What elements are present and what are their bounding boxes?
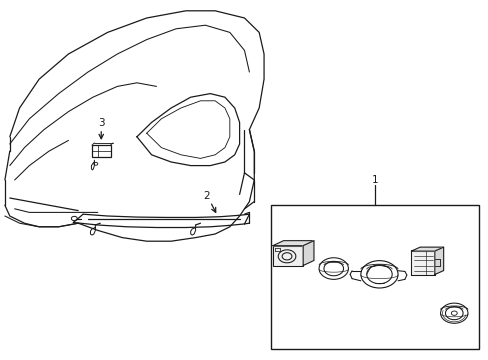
Polygon shape [272, 240, 313, 246]
Polygon shape [434, 247, 443, 275]
Polygon shape [410, 251, 434, 275]
Bar [92, 145, 110, 157]
Text: 1: 1 [371, 175, 378, 185]
Polygon shape [410, 247, 443, 251]
Text: 2: 2 [203, 191, 209, 201]
Polygon shape [303, 240, 313, 266]
Bar [271, 205, 478, 349]
Bar [272, 246, 303, 266]
Text: 3: 3 [98, 118, 104, 128]
